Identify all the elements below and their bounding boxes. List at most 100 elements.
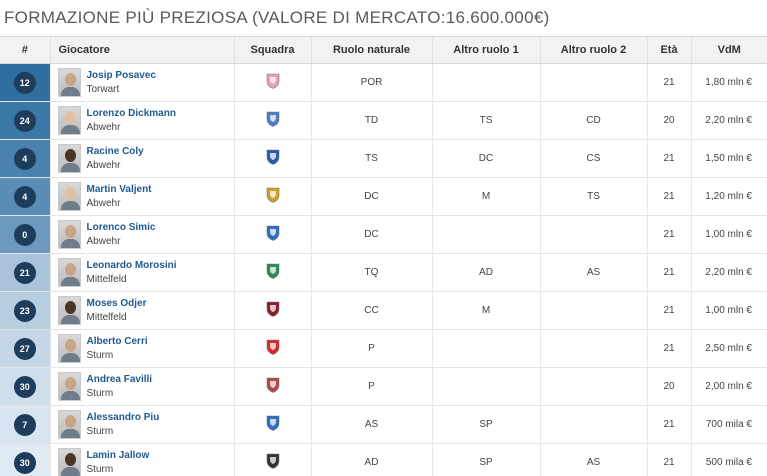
age-cell: 21 bbox=[646, 329, 691, 368]
column-header-other-role-2[interactable]: Altro ruolo 2 bbox=[539, 36, 647, 64]
player-name-link[interactable]: Alessandro Piu bbox=[86, 411, 160, 423]
team-cell bbox=[233, 215, 311, 254]
market-value-cell: 1,00 mln € bbox=[690, 215, 767, 254]
number-cell: 12 bbox=[0, 63, 50, 102]
player-name-link[interactable]: Racine Coly bbox=[86, 145, 144, 157]
number-cell: 0 bbox=[0, 215, 50, 254]
player-position: Sturm bbox=[86, 463, 114, 475]
column-header-team[interactable]: Squadra bbox=[233, 36, 311, 64]
market-value-cell: 2,00 mln € bbox=[690, 367, 767, 406]
other-role-1-cell: M bbox=[431, 291, 540, 330]
salernitana-crest-icon[interactable] bbox=[266, 301, 280, 317]
column-header-market-value[interactable]: VdM bbox=[690, 36, 767, 64]
player-cell: Lorenco Simic Abwehr bbox=[49, 215, 234, 254]
table-header-row: # Giocatore Squadra Ruolo naturale Altro… bbox=[0, 36, 767, 64]
age-cell: 20 bbox=[646, 101, 691, 140]
market-value-cell: 2,20 mln € bbox=[690, 101, 767, 140]
player-name-link[interactable]: Lorenco Simic bbox=[86, 221, 156, 233]
row-accent: 0 bbox=[0, 216, 50, 253]
empoli-crest-icon[interactable] bbox=[266, 415, 280, 431]
shirt-number-badge: 7 bbox=[13, 413, 36, 436]
other-role-2-cell bbox=[539, 63, 647, 102]
table-row: 0 Lorenco Simic Abwehr DC 21 1,00 mln € bbox=[0, 215, 767, 254]
row-accent: 4 bbox=[0, 140, 50, 177]
table-row: 21 Leonardo Morosini Mittelfeld TQ AD AS 21 2,2… bbox=[0, 253, 767, 292]
player-position: Sturm bbox=[86, 387, 114, 399]
player-cell: Racine Coly Abwehr bbox=[49, 139, 234, 178]
column-header-player[interactable]: Giocatore bbox=[49, 36, 234, 64]
other-role-2-cell: TS bbox=[539, 177, 647, 216]
player-photo[interactable] bbox=[57, 258, 81, 287]
row-accent: 27 bbox=[0, 330, 50, 367]
column-header-age[interactable]: Età bbox=[646, 36, 691, 64]
team-cell bbox=[233, 443, 311, 476]
player-name-link[interactable]: Moses Odjer bbox=[86, 297, 147, 309]
other-role-2-cell bbox=[539, 405, 647, 444]
shirt-number-badge: 24 bbox=[13, 109, 36, 132]
player-photo[interactable] bbox=[57, 372, 81, 401]
natural-role-cell: TQ bbox=[310, 253, 432, 292]
player-name-link[interactable]: Josip Posavec bbox=[86, 69, 156, 81]
player-photo[interactable] bbox=[57, 182, 81, 211]
age-cell: 21 bbox=[646, 443, 691, 476]
empoli-crest-icon[interactable] bbox=[266, 225, 280, 241]
player-photo[interactable] bbox=[57, 334, 81, 363]
player-cell: Lamin Jallow Sturm bbox=[49, 443, 234, 476]
perugia-crest-icon[interactable] bbox=[266, 339, 280, 355]
ascoli-crest-icon[interactable] bbox=[266, 377, 280, 393]
number-cell: 4 bbox=[0, 177, 50, 216]
brescia-crest-icon[interactable] bbox=[266, 149, 280, 165]
player-photo[interactable] bbox=[57, 410, 81, 439]
other-role-1-cell: TS bbox=[431, 101, 540, 140]
other-role-2-cell bbox=[539, 329, 647, 368]
column-header-other-role-1[interactable]: Altro ruolo 1 bbox=[431, 36, 540, 64]
player-name-link[interactable]: Lorenzo Dickmann bbox=[86, 107, 176, 119]
novara-crest-icon[interactable] bbox=[266, 111, 280, 127]
team-cell bbox=[233, 101, 311, 140]
cesena-crest-icon[interactable] bbox=[266, 453, 280, 469]
player-name-link[interactable]: Andrea Favilli bbox=[86, 373, 153, 385]
lineup-table: # Giocatore Squadra Ruolo naturale Altro… bbox=[0, 36, 767, 476]
other-role-2-cell bbox=[539, 215, 647, 254]
player-name-link[interactable]: Martin Valjent bbox=[86, 183, 152, 195]
column-header-number[interactable]: # bbox=[0, 36, 50, 64]
number-cell: 7 bbox=[0, 405, 50, 444]
other-role-1-cell bbox=[431, 63, 540, 102]
natural-role-cell: AD bbox=[310, 443, 432, 476]
other-role-2-cell: AS bbox=[539, 253, 647, 292]
player-position: Torwart bbox=[86, 83, 120, 95]
other-role-1-cell: SP bbox=[431, 405, 540, 444]
palermo-crest-icon[interactable] bbox=[266, 73, 280, 89]
player-photo[interactable] bbox=[57, 68, 81, 97]
shirt-number-badge: 27 bbox=[13, 337, 36, 360]
ternana-crest-icon[interactable] bbox=[266, 187, 280, 203]
column-header-natural-role[interactable]: Ruolo naturale bbox=[310, 36, 432, 64]
player-position: Sturm bbox=[86, 349, 114, 361]
market-value-cell: 1,50 mln € bbox=[690, 139, 767, 178]
player-photo[interactable] bbox=[57, 106, 81, 135]
table-row: 30 Andrea Favilli Sturm P 20 2,00 mln € bbox=[0, 367, 767, 406]
player-name-link[interactable]: Alberto Cerri bbox=[86, 335, 148, 347]
market-value-cell: 2,50 mln € bbox=[690, 329, 767, 368]
age-cell: 21 bbox=[646, 63, 691, 102]
player-photo[interactable] bbox=[57, 220, 81, 249]
player-name-link[interactable]: Leonardo Morosini bbox=[86, 259, 177, 271]
age-cell: 21 bbox=[646, 291, 691, 330]
player-name-link[interactable]: Lamin Jallow bbox=[86, 449, 150, 461]
shirt-number-badge: 0 bbox=[13, 223, 36, 246]
row-accent: 21 bbox=[0, 254, 50, 291]
row-accent: 24 bbox=[0, 102, 50, 139]
age-cell: 21 bbox=[646, 177, 691, 216]
team-cell bbox=[233, 405, 311, 444]
player-photo[interactable] bbox=[57, 144, 81, 173]
player-photo[interactable] bbox=[57, 448, 81, 476]
player-cell: Josip Posavec Torwart bbox=[49, 63, 234, 102]
natural-role-cell: P bbox=[310, 367, 432, 406]
avellino-crest-icon[interactable] bbox=[266, 263, 280, 279]
number-cell: 30 bbox=[0, 367, 50, 406]
player-photo[interactable] bbox=[57, 296, 81, 325]
shirt-number-badge: 21 bbox=[13, 261, 36, 284]
table-row: 27 Alberto Cerri Sturm P 21 2,50 mln € bbox=[0, 329, 767, 368]
other-role-1-cell bbox=[431, 367, 540, 406]
player-position: Mittelfeld bbox=[86, 311, 127, 323]
